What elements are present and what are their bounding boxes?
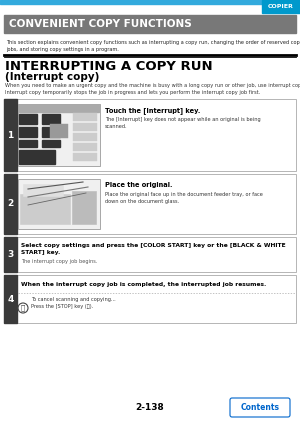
Text: 4: 4 (7, 295, 14, 304)
Text: To cancel scanning and copying...
Press the [STOP] key (Ⓢ).: To cancel scanning and copying... Press … (31, 297, 116, 309)
Text: The [Interrupt] key does not appear while an original is being
scanned.: The [Interrupt] key does not appear whil… (105, 117, 261, 128)
Bar (4, 174, 17, 234)
Bar (19, 150, 55, 164)
Text: CONVENIENT COPY FUNCTIONS: CONVENIENT COPY FUNCTIONS (9, 19, 192, 29)
Text: 1: 1 (8, 131, 14, 139)
Text: Touch the [Interrupt] key.: Touch the [Interrupt] key. (105, 107, 200, 114)
Bar (4, 15, 296, 33)
FancyBboxPatch shape (230, 398, 290, 417)
Bar (73, 143, 97, 151)
Text: COPIER: COPIER (268, 4, 294, 9)
Text: Place the original face up in the document feeder tray, or face
down on the docu: Place the original face up in the docume… (105, 192, 263, 204)
Bar (19, 127, 37, 137)
Bar (4, 237, 296, 272)
Bar (4, 275, 296, 323)
Text: When the interrupt copy job is completed, the interrupted job resumes.: When the interrupt copy job is completed… (21, 282, 266, 287)
Text: (Interrupt copy): (Interrupt copy) (5, 72, 99, 82)
Bar (4, 99, 17, 171)
Text: INTERRUPTING A COPY RUN: INTERRUPTING A COPY RUN (5, 60, 213, 73)
Bar (0, 0, 300, 4)
Bar (42, 140, 60, 147)
Bar (42, 114, 60, 124)
Bar (20, 194, 70, 224)
Bar (19, 140, 37, 147)
Bar (262, 0, 300, 13)
Bar (73, 133, 97, 141)
Bar (19, 114, 37, 124)
Text: Ⓢ: Ⓢ (21, 305, 25, 311)
Text: This section explains convenient copy functions such as interrupting a copy run,: This section explains convenient copy fu… (6, 40, 300, 52)
Bar (73, 153, 97, 161)
Bar (4, 275, 17, 323)
Bar (18, 179, 100, 229)
Text: When you need to make an urgent copy and the machine is busy with a long copy ru: When you need to make an urgent copy and… (5, 83, 300, 95)
Bar (72, 191, 96, 224)
Bar (42, 127, 60, 137)
Bar (4, 237, 17, 272)
Text: 2: 2 (8, 200, 14, 209)
Bar (18, 104, 100, 166)
Text: Select copy settings and press the [COLOR START] key or the [BLACK & WHITE
START: Select copy settings and press the [COLO… (21, 243, 286, 254)
Bar (19, 105, 99, 112)
Text: The interrupt copy job begins.: The interrupt copy job begins. (21, 259, 98, 264)
Bar (50, 124, 68, 138)
Text: 3: 3 (8, 250, 14, 259)
Text: 2-138: 2-138 (136, 404, 164, 413)
Bar (4, 174, 296, 234)
Text: Contents: Contents (241, 403, 280, 412)
Bar (73, 123, 97, 131)
Text: Place the original.: Place the original. (105, 182, 172, 188)
Bar (23, 184, 63, 196)
Bar (4, 99, 296, 171)
Bar (73, 113, 97, 121)
